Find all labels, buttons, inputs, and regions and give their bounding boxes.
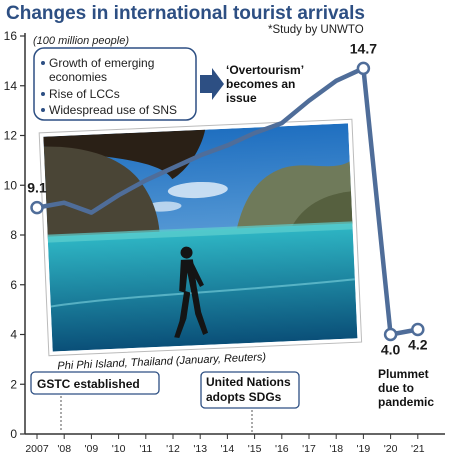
data-series <box>30 61 425 342</box>
x-tick-label: '13 <box>193 443 207 455</box>
y-tick-label: 12 <box>4 129 18 143</box>
x-tick-label: '14 <box>221 443 235 455</box>
y-tick-label: 0 <box>10 427 17 441</box>
x-tick-label: '08 <box>57 443 71 455</box>
person-silhouette <box>174 246 209 338</box>
x-tick-label: '09 <box>85 443 99 455</box>
x-tick-label: '11 <box>139 443 152 455</box>
x-tick-label: '17 <box>302 443 316 455</box>
value-label: 14.7 <box>350 40 377 56</box>
value-labels: 9.1 14.7 4.0 4.2 <box>27 40 427 357</box>
factor-rise-of-lccs: Rise of LCCs <box>49 87 120 101</box>
x-ticks: 2007 '08 '09 '10 '11 '12 '13 '14 '15 '16 '17 '18 '19… <box>25 434 425 455</box>
x-tick-label: '15 <box>248 443 262 455</box>
overtourism-line-2: becomes an <box>226 77 295 91</box>
value-label: 9.1 <box>27 180 47 196</box>
y-tick-label: 2 <box>10 377 17 391</box>
x-tick-label: 2007 <box>25 443 49 455</box>
plummet-line-2: due to <box>378 381 414 395</box>
overtourism-line-1: ‘Overtourism’ <box>226 63 304 77</box>
data-point <box>383 327 398 342</box>
y-axis-unit: (100 million people) <box>33 35 129 47</box>
x-tick-label: '12 <box>166 443 180 455</box>
series-line <box>34 66 421 337</box>
factor-emerging-economies: Growth of emerging <box>49 56 154 70</box>
overtourism-line-3: issue <box>226 91 257 105</box>
x-tick-label: '19 <box>357 443 371 455</box>
x-tick-label: '16 <box>275 443 289 455</box>
plummet-line-1: Plummet <box>378 367 429 381</box>
y-tick-label: 10 <box>4 178 18 192</box>
arrow-icon <box>200 68 224 100</box>
y-tick-label: 6 <box>10 278 17 292</box>
y-ticks: 0 2 4 6 8 10 12 14 16 <box>4 29 25 441</box>
event-gstc: GSTC established <box>30 371 160 432</box>
source-note: *Study by UNWTO <box>268 24 364 36</box>
photo-phi-phi-island: Phi Phi Island, Thailand (January, Reute… <box>38 118 363 372</box>
x-tick-label: '20 <box>384 443 398 455</box>
y-tick-label: 4 <box>10 328 17 342</box>
x-tick-label: '21 <box>411 443 425 455</box>
plummet-line-3: pandemic <box>378 395 434 409</box>
event-un-line-1: United Nations <box>206 375 291 389</box>
event-un-line-2: adopts SDGs <box>206 390 282 404</box>
value-label: 4.2 <box>408 337 428 353</box>
event-un-sdgs: United Nations adopts SDGs <box>200 371 300 432</box>
x-tick-label: '10 <box>112 443 126 455</box>
y-tick-label: 14 <box>4 79 18 93</box>
value-label: 4.0 <box>381 342 401 358</box>
factors-box: Growth of emerging economies Rise of LCC… <box>33 47 197 121</box>
data-point <box>30 200 44 215</box>
event-gstc-label: GSTC established <box>37 377 140 391</box>
y-tick-label: 8 <box>10 228 17 242</box>
y-tick-label: 16 <box>4 29 18 43</box>
factor-sns: Widespread use of SNS <box>49 103 177 117</box>
factor-emerging-economies-cont: economies <box>49 70 107 84</box>
x-tick-label: '18 <box>329 443 343 455</box>
data-point <box>356 61 371 76</box>
data-point <box>411 322 425 337</box>
chart-title: Changes in international tourist arrival… <box>6 3 365 24</box>
